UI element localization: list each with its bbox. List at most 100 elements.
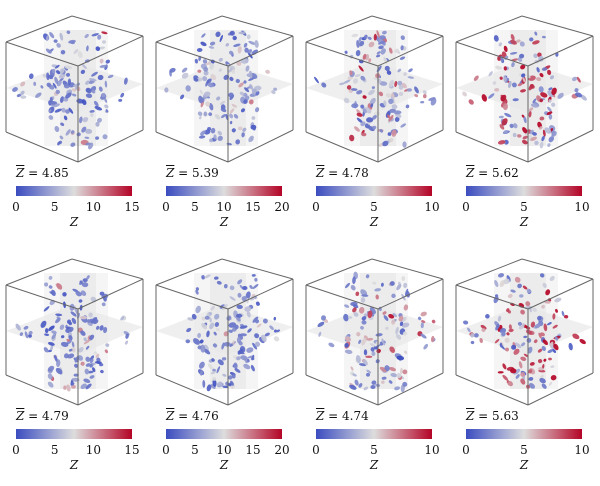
- particle: [530, 136, 538, 141]
- colorbar-tick-label: 5: [191, 200, 199, 214]
- particle: [400, 35, 405, 41]
- particle: [221, 304, 228, 311]
- cube-edge: [377, 372, 444, 406]
- particle: [541, 383, 547, 389]
- particle: [384, 365, 390, 372]
- particle: [201, 275, 205, 280]
- particle: [237, 46, 242, 54]
- particle: [350, 284, 356, 291]
- particle: [538, 367, 544, 371]
- particle: [358, 339, 362, 344]
- particle: [24, 331, 29, 339]
- particle: [84, 33, 89, 39]
- particle: [197, 69, 202, 73]
- particle: [414, 86, 419, 94]
- particle: [236, 304, 243, 310]
- particle: [375, 54, 381, 58]
- particle: [60, 49, 66, 55]
- particle: [217, 130, 223, 136]
- cube-edge: [305, 258, 373, 286]
- particle: [376, 51, 381, 55]
- particle: [233, 43, 241, 47]
- horizontal-slice-xy: [156, 62, 293, 112]
- particle: [251, 274, 256, 277]
- particle: [209, 102, 214, 111]
- particle: [397, 80, 403, 86]
- particle: [66, 339, 72, 345]
- particle: [53, 39, 58, 43]
- particle: [54, 108, 62, 113]
- particle: [216, 366, 221, 374]
- particle: [328, 342, 335, 348]
- particle: [369, 343, 376, 347]
- colorbar-tick-label: 5: [520, 443, 528, 457]
- particle: [366, 117, 374, 123]
- particle: [538, 332, 542, 339]
- particle: [264, 332, 270, 337]
- particle: [508, 80, 512, 89]
- particle: [44, 328, 49, 334]
- particle: [90, 113, 94, 117]
- particle: [388, 47, 393, 54]
- particle: [88, 78, 97, 82]
- colorbar: [316, 429, 432, 439]
- particle: [420, 100, 425, 104]
- particle: [400, 45, 404, 51]
- particle: [221, 357, 227, 361]
- particle: [538, 86, 544, 93]
- particle: [68, 348, 73, 352]
- particle: [360, 121, 366, 127]
- particle: [200, 41, 207, 47]
- particle: [197, 111, 203, 116]
- particle: [207, 363, 213, 370]
- particle: [360, 75, 366, 81]
- particle: [252, 125, 256, 131]
- particle: [523, 353, 529, 358]
- particle: [207, 82, 214, 88]
- particle: [508, 328, 514, 333]
- particle: [399, 367, 403, 375]
- cube-edge: [455, 284, 529, 310]
- particle: [238, 31, 246, 35]
- particle: [554, 297, 562, 303]
- particle: [497, 315, 502, 322]
- particle: [403, 282, 408, 289]
- particle: [379, 81, 388, 86]
- particle: [255, 319, 259, 324]
- particle: [96, 325, 100, 330]
- cube-edge: [377, 35, 444, 67]
- particle: [394, 80, 398, 88]
- particle: [408, 68, 413, 73]
- particle: [49, 96, 53, 103]
- mean-z-symbol: Z: [166, 409, 175, 423]
- colorbar-tick-label: 5: [50, 200, 59, 214]
- particle: [402, 381, 408, 387]
- particle: [317, 321, 325, 328]
- particle: [555, 308, 558, 313]
- particle: [507, 293, 513, 299]
- particle: [365, 355, 373, 358]
- colorbar: [16, 429, 132, 439]
- particle: [513, 368, 521, 375]
- particle: [48, 109, 52, 113]
- particle: [246, 34, 251, 40]
- cube-edge: [221, 15, 294, 37]
- particle: [86, 275, 90, 280]
- particle: [43, 347, 49, 353]
- particle: [199, 116, 202, 120]
- particle: [390, 281, 395, 286]
- cube-edge: [227, 129, 294, 163]
- particle: [547, 106, 552, 112]
- cube-edge: [5, 15, 73, 43]
- particle: [402, 141, 407, 148]
- particle: [548, 357, 552, 361]
- mean-z-value: 5.63: [492, 409, 519, 423]
- particle: [400, 123, 407, 128]
- cube-edge: [77, 372, 144, 406]
- particle: [528, 369, 533, 374]
- equals-sign: =: [474, 166, 493, 180]
- particle: [46, 72, 50, 81]
- particle: [542, 282, 547, 288]
- particle: [68, 107, 74, 114]
- particle: [354, 379, 359, 386]
